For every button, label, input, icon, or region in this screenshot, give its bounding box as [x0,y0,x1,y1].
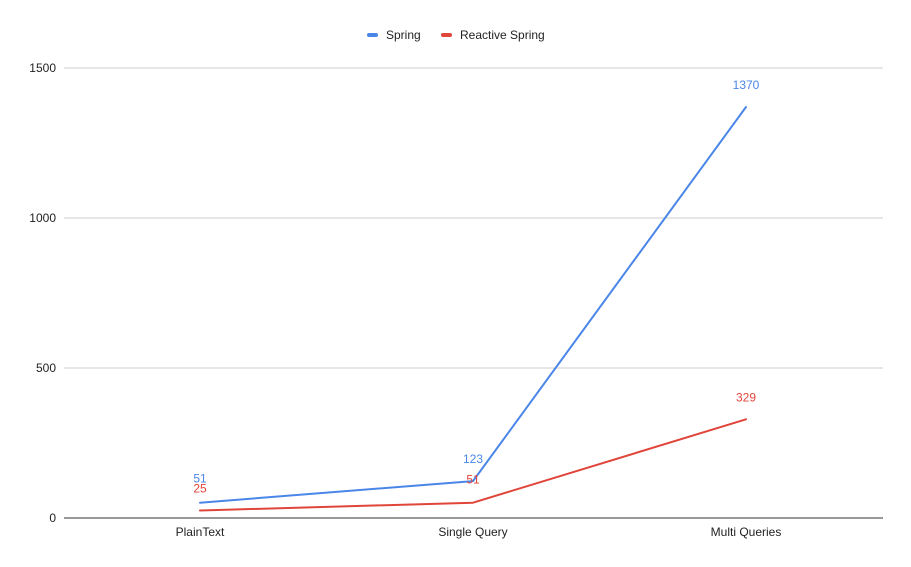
x-axis-ticks: PlainText Single Query Multi Queries [176,525,782,539]
data-label: 1370 [733,78,760,92]
x-tick-label: PlainText [176,525,225,539]
x-tick-label: Single Query [438,525,507,539]
legend: Spring Reactive Spring [367,28,545,42]
legend-swatch [367,33,378,37]
y-tick-label: 500 [36,361,56,375]
legend-label: Spring [386,28,421,42]
y-tick-label: 0 [49,511,56,525]
y-tick-label: 1500 [29,61,56,75]
series-line-spring [199,106,747,504]
data-label: 25 [193,482,207,496]
series-line-reactive-spring [199,418,747,512]
data-label: 51 [193,472,207,486]
data-label: 329 [736,390,756,404]
series-lines [199,106,747,512]
data-label: 51 [466,473,480,487]
gridlines [64,67,883,519]
legend-swatch [441,33,452,37]
x-tick-label: Multi Queries [711,525,782,539]
data-label: 123 [463,452,483,466]
y-axis-ticks: 0 500 1000 1500 [29,61,56,525]
legend-label: Reactive Spring [460,28,545,42]
y-tick-label: 1000 [29,211,56,225]
